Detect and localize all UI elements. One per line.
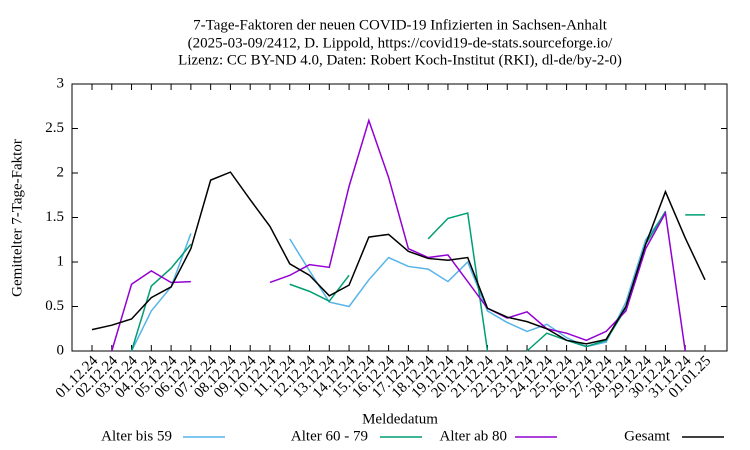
y-tick-label: 1 [57, 253, 65, 269]
chart-subtitle: (2025-03-09/2412, D. Lippold, https://co… [188, 35, 613, 51]
x-axis-label: Meldedatum [362, 411, 438, 427]
series-line [427, 212, 489, 352]
y-tick-label: 0 [57, 342, 65, 358]
chart-subtitle: Lizenz: CC BY-ND 4.0, Daten: Robert Koch… [178, 52, 622, 68]
series-line [130, 233, 192, 352]
y-tick-label: 2.5 [45, 120, 64, 136]
y-tick-label: 0.5 [45, 298, 64, 314]
series-line [130, 243, 192, 352]
series-line [111, 270, 191, 352]
y-axis-label: Gemittelter 7-Tage-Faktor [9, 139, 25, 297]
y-tick-label: 2 [57, 164, 65, 180]
legend-label: Gesamt [624, 428, 671, 444]
series-line [91, 171, 706, 345]
legend-label: Alter 60 - 79 [291, 428, 368, 444]
series-line [289, 274, 350, 303]
y-tick-label: 3 [57, 75, 65, 91]
legend-label: Alter bis 59 [101, 428, 172, 444]
series-line [269, 118, 686, 352]
legend-label: Alter ab 80 [440, 428, 507, 444]
chart-title: 7-Tage-Faktoren der neuen COVID-19 Infiz… [193, 17, 608, 33]
y-tick-label: 1.5 [45, 209, 64, 225]
